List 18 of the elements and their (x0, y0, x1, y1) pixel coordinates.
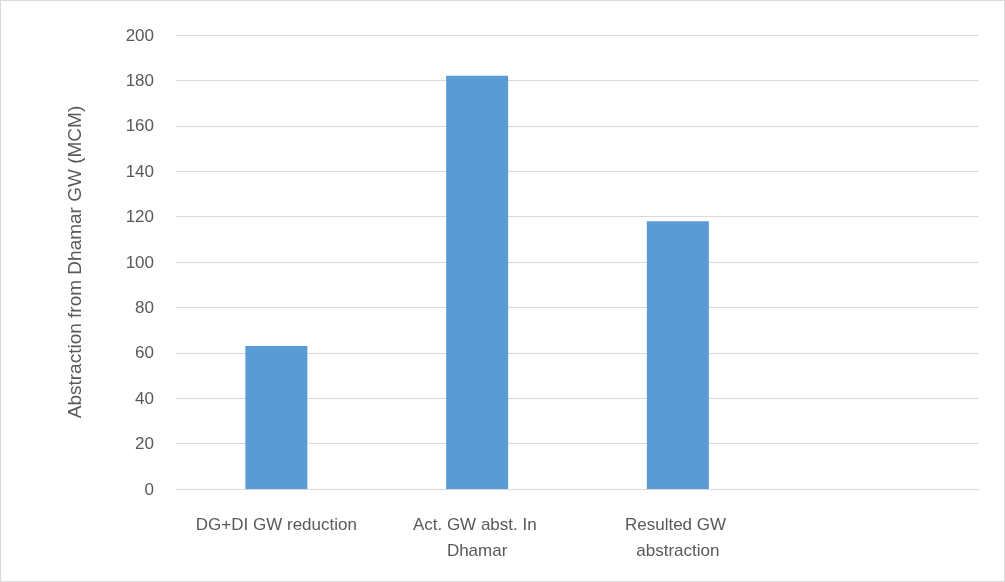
bar (446, 75, 509, 489)
x-tick-label: Act. GW abst. In Dhamar (412, 514, 542, 560)
y-tick-label: 80 (135, 297, 154, 317)
y-tick-label: 140 (125, 161, 154, 181)
y-tick-label: 100 (125, 252, 154, 272)
y-tick-label: 20 (135, 434, 154, 454)
bar (646, 221, 709, 489)
y-tick-label: 60 (135, 343, 154, 363)
y-axis-title: Abstraction from Dhamar GW (MCM) (63, 105, 85, 419)
y-tick-label: 200 (125, 25, 154, 45)
x-tick-label: DG+DI GW reduction (195, 514, 357, 534)
y-tick-label: 0 (144, 479, 154, 499)
y-tick-label: 160 (125, 116, 154, 136)
y-tick-label: 180 (125, 70, 154, 90)
y-tick-label: 120 (125, 207, 154, 227)
y-tick-label: 40 (135, 388, 154, 408)
x-tick-label: Resulted GW abstraction (624, 514, 731, 560)
bar (245, 345, 308, 489)
